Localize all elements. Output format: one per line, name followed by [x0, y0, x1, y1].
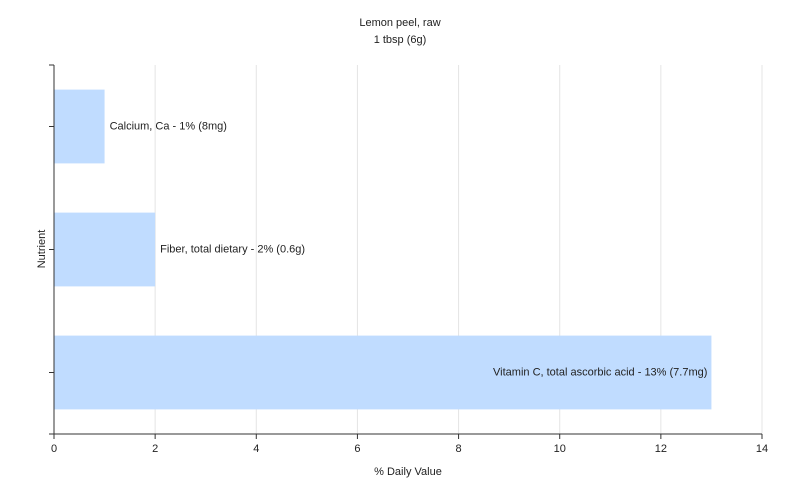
x-tick-label: 6 [354, 443, 360, 455]
bar-label: Calcium, Ca - 1% (8mg) [110, 120, 227, 132]
x-tick-label: 0 [51, 443, 57, 455]
x-axis-label: % Daily Value [374, 466, 442, 478]
x-tick-label: 4 [253, 443, 259, 455]
bar [54, 212, 156, 287]
x-tick-label: 2 [152, 443, 158, 455]
bar [54, 335, 712, 410]
chart-subtitle: 1 tbsp (6g) [374, 34, 427, 46]
y-axis-label: Nutrient [36, 230, 48, 269]
x-tick-label: 12 [655, 443, 667, 455]
bar-label: Vitamin C, total ascorbic acid - 13% (7.… [493, 366, 707, 378]
x-tick-label: 10 [554, 443, 566, 455]
bar [54, 89, 105, 164]
x-tick-label: 14 [756, 443, 768, 455]
bar-label: Fiber, total dietary - 2% (0.6g) [160, 243, 305, 255]
chart-title: Lemon peel, raw [359, 17, 440, 29]
x-tick-label: 8 [456, 443, 462, 455]
